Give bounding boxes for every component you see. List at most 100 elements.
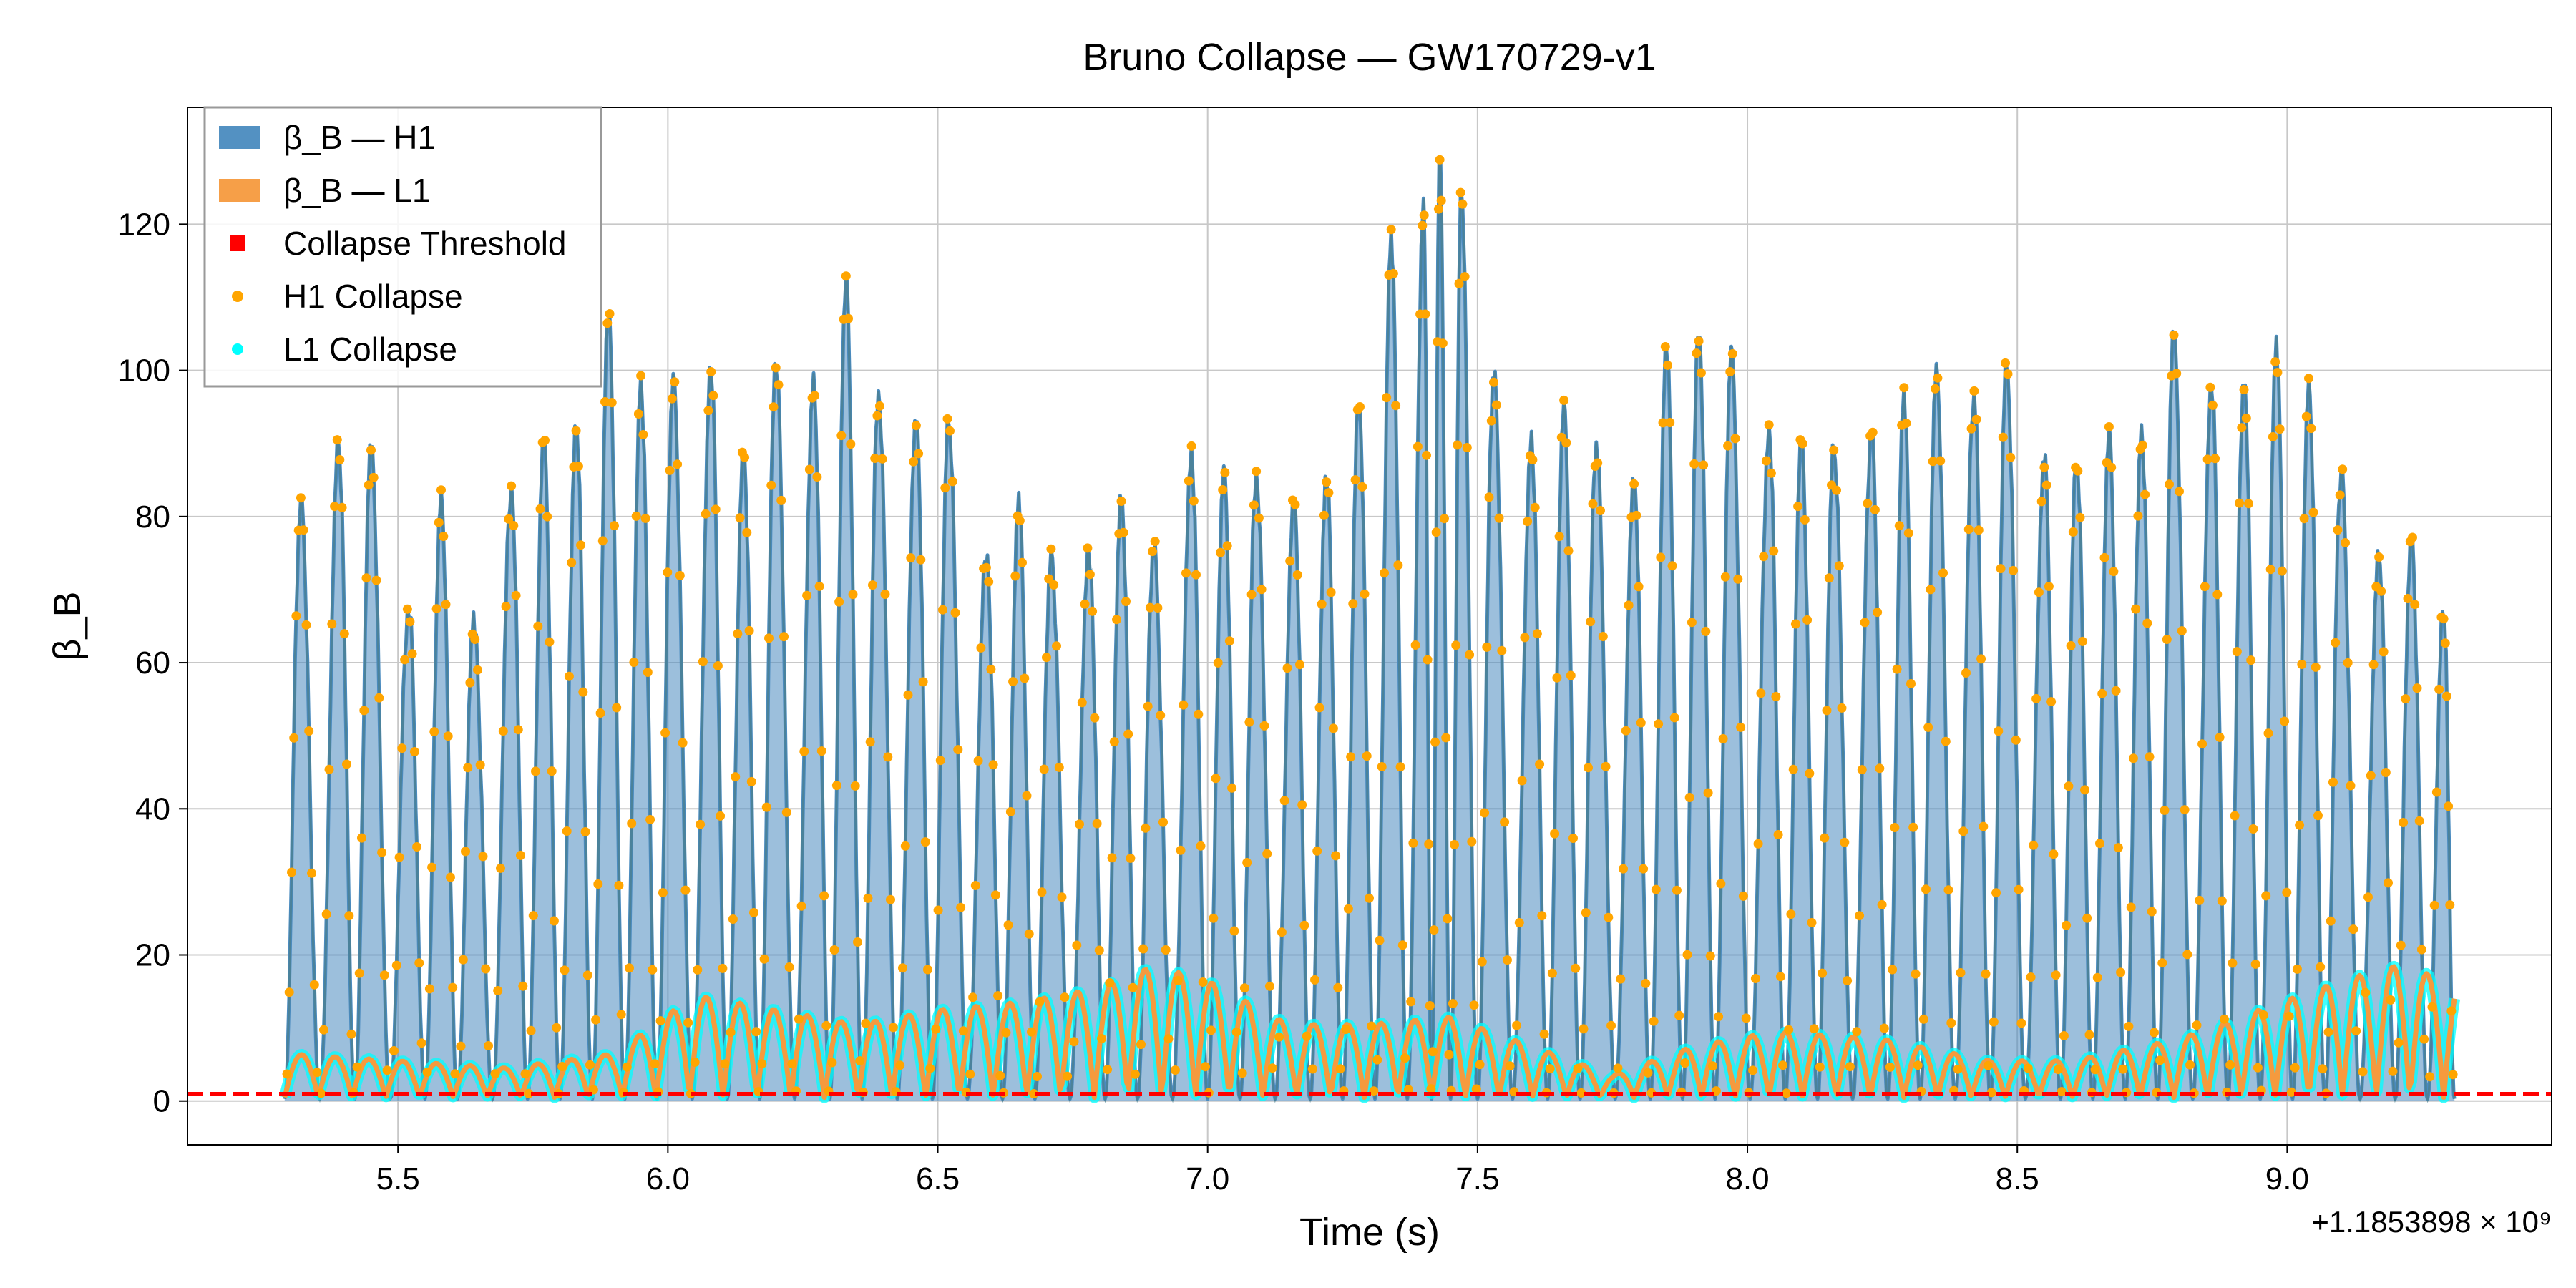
h1-collapse-point [1312, 846, 1322, 856]
h1-collapse-point [1274, 1032, 1284, 1042]
h1-collapse-point [1367, 1021, 1377, 1031]
h1-collapse-point [942, 414, 952, 424]
h1-collapse-point [298, 525, 308, 535]
h1-collapse-point [2075, 512, 2085, 522]
h1-collapse-point [2140, 489, 2150, 499]
h1-collapse-point [2268, 432, 2278, 441]
h1-collapse-point [400, 655, 410, 665]
h1-collapse-point [2275, 424, 2285, 434]
h1-collapse-point [2095, 839, 2104, 849]
h1-collapse-point [1656, 552, 1666, 562]
h1-collapse-point [1148, 547, 1158, 557]
h1-collapse-point [2026, 972, 2036, 982]
h1-collapse-point [2346, 781, 2356, 791]
h1-collapse-point [1868, 427, 1878, 437]
h1-collapse-point [560, 965, 570, 975]
h1-collapse-point [1224, 636, 1234, 646]
legend-item: L1 Collapse [232, 331, 457, 368]
h1-collapse-point [573, 462, 583, 472]
h1-collapse-point [638, 430, 648, 439]
h1-collapse-point [1252, 467, 1262, 477]
h1-collapse-point [427, 862, 437, 872]
h1-collapse-point [1022, 791, 1032, 801]
h1-collapse-point [1257, 585, 1267, 595]
h1-collapse-point [1852, 1027, 1862, 1037]
h1-collapse-point [2376, 586, 2386, 596]
h1-collapse-point [498, 726, 508, 736]
h1-collapse-point [1143, 701, 1153, 711]
h1-collapse-point [2399, 818, 2409, 827]
h1-collapse-point [1554, 532, 1564, 542]
h1-collapse-point [346, 1029, 356, 1039]
h1-collapse-point [2051, 970, 2061, 980]
h1-collapse-point [667, 394, 677, 404]
h1-collapse-point [1264, 981, 1274, 991]
h1-collapse-point [965, 1069, 975, 1079]
h1-collapse-point [643, 668, 653, 677]
h1-collapse-point [1196, 841, 1206, 851]
h1-collapse-point [531, 766, 540, 776]
h1-collapse-point [2003, 369, 2013, 379]
h1-collapse-point [473, 665, 482, 675]
h1-collapse-point [324, 764, 334, 774]
h1-collapse-point [1020, 673, 1030, 683]
h1-collapse-point [2092, 972, 2102, 982]
h1-collapse-point [2128, 753, 2138, 763]
h1-collapse-point [1418, 220, 1428, 230]
h1-collapse-point [1736, 722, 1746, 732]
h1-collapse-point [693, 965, 703, 975]
h1-collapse-point [524, 1088, 534, 1098]
h1-collapse-point [1903, 528, 1913, 538]
h1-collapse-point [1832, 485, 1841, 495]
h1-collapse-point [377, 847, 387, 857]
h1-collapse-point [804, 464, 814, 474]
h1-collapse-point [1443, 914, 1453, 924]
h1-collapse-point [711, 504, 721, 514]
h1-collapse-point [1249, 500, 1259, 510]
h1-collapse-point [1568, 834, 1578, 843]
h1-collapse-point [1665, 418, 1675, 427]
h1-collapse-point [1584, 763, 1593, 773]
h1-collapse-point [2304, 374, 2313, 384]
h1-collapse-point [1824, 573, 1834, 583]
h1-collapse-point [1761, 456, 1771, 466]
h1-collapse-point [490, 1069, 500, 1079]
h1-collapse-point [526, 1025, 536, 1035]
h1-collapse-point [2265, 565, 2275, 575]
h1-collapse-point [1422, 450, 1431, 460]
h1-collapse-point [1815, 1062, 1825, 1072]
h1-collapse-point [394, 852, 404, 862]
h1-collapse-point [2082, 913, 2092, 923]
h1-collapse-point [1310, 975, 1319, 985]
h1-collapse-point [1357, 482, 1367, 492]
h1-collapse-point [2429, 900, 2439, 910]
h1-collapse-point [330, 502, 340, 512]
h1-collapse-point [475, 760, 485, 770]
h1-collapse-point [1923, 722, 1933, 732]
h1-collapse-point [1899, 383, 1909, 393]
h1-collapse-point [1694, 336, 1704, 346]
h1-collapse-point [1528, 455, 1538, 464]
h1-collapse-point [1773, 830, 1783, 839]
h1-collapse-point [2104, 422, 2114, 431]
h1-collapse-point [2358, 1067, 2368, 1077]
h1-collapse-point [2386, 995, 2396, 1005]
h1-collapse-point [1163, 1034, 1174, 1044]
h1-collapse-point [1431, 527, 1441, 537]
h1-collapse-point [766, 480, 776, 490]
h1-collapse-point [675, 570, 685, 580]
x-tick-label: 5.5 [376, 1161, 420, 1196]
h1-collapse-point [886, 894, 895, 904]
h1-collapse-point [1601, 761, 1611, 771]
h1-collapse-point [1397, 940, 1407, 950]
h1-collapse-point [1069, 1037, 1079, 1047]
h1-collapse-point [950, 608, 960, 618]
h1-collapse-point [448, 982, 458, 992]
h1-collapse-point [434, 517, 444, 527]
h1-collapse-point [1921, 884, 1931, 894]
h1-collapse-point [1687, 618, 1697, 628]
h1-collapse-point [1153, 603, 1163, 613]
h1-collapse-point [2384, 878, 2393, 888]
h1-collapse-point [2306, 424, 2316, 434]
h1-collapse-point [1547, 968, 1557, 978]
